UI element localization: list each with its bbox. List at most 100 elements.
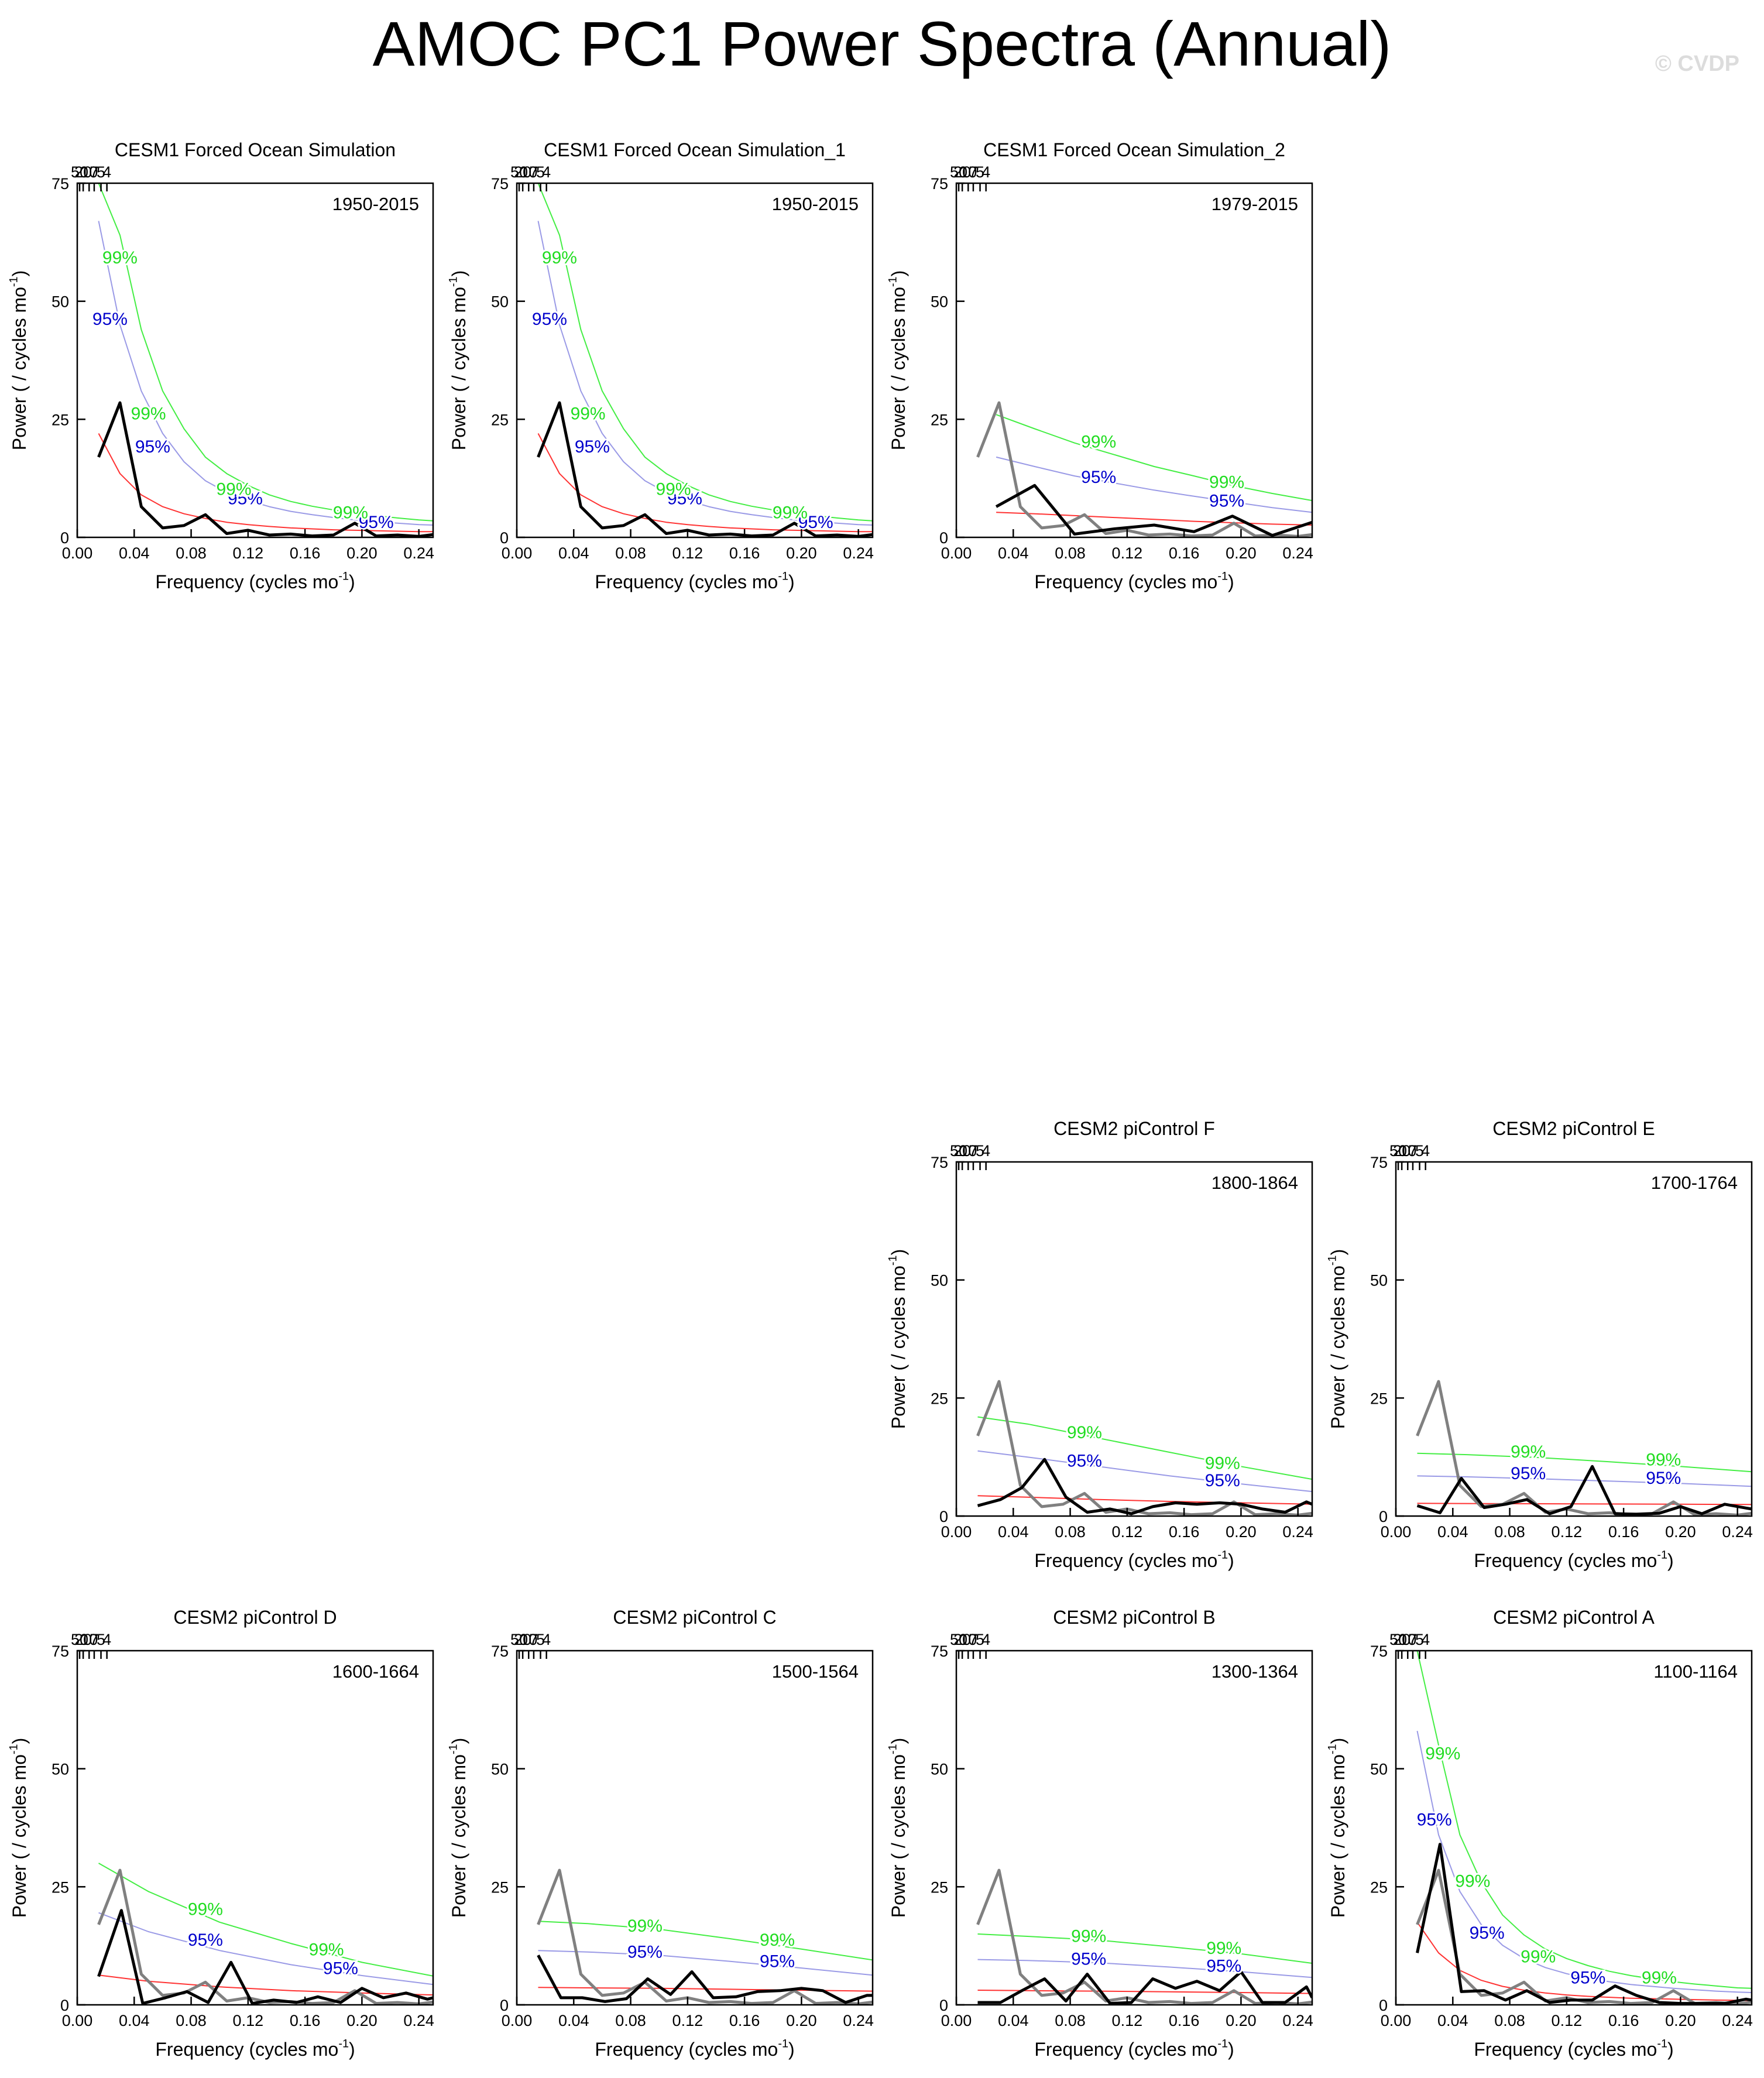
spectrum-panel: 95%95%95%95%99%99%99%99%0.00 0.04 0.08 0.12…: [447, 139, 874, 592]
period-tick-label: 20: [74, 1631, 92, 1648]
period-tick-label: 50: [510, 163, 528, 181]
period-tick-label: 10: [959, 1631, 977, 1648]
x-tick-label: 0.24: [403, 544, 434, 562]
x-tick-label: 0.20: [346, 544, 377, 562]
x-tick-label: 0.16: [729, 2012, 760, 2029]
panel-title: CESM2 piControl A: [1493, 1607, 1655, 1628]
panel-title: CESM2 piControl D: [173, 1607, 337, 1628]
x-tick-label: 0.08: [176, 544, 207, 562]
x-axis-label: Frequency (cycles mo-1): [1474, 2038, 1673, 2060]
x-tick-label: 0.20: [1226, 2012, 1257, 2029]
y-tick-label: 25: [1370, 1390, 1388, 1407]
panel-title: CESM1 Forced Ocean Simulation: [115, 139, 396, 160]
period-tick-label: 7: [90, 163, 98, 181]
label-95: 95%: [532, 310, 567, 329]
period-tick-label: 50: [1389, 1142, 1407, 1160]
x-axis-label: Frequency (cycles mo-1): [1474, 1549, 1673, 1571]
y-tick-label: 50: [491, 1761, 509, 1778]
x-tick-label: 0.12: [672, 544, 703, 562]
plot-frame: [955, 1650, 1313, 2006]
period-tick-label: 7: [529, 1631, 538, 1648]
period-label: 1700-1764: [1651, 1172, 1738, 1193]
power-line: [97, 1909, 433, 2005]
obs-line: [97, 1868, 433, 2005]
x-tick-label: 0.12: [1112, 2012, 1143, 2029]
x-tick-label: 0.00: [941, 1523, 972, 1541]
y-tick-label: 25: [52, 411, 69, 428]
label-99: 99%: [1642, 1969, 1677, 1988]
period-tick-label: 20: [953, 1142, 971, 1160]
label-95: 95%: [228, 489, 263, 509]
x-axis-label: Frequency (cycles mo-1): [1034, 1549, 1234, 1571]
label-95: 95%: [575, 437, 610, 457]
y-axis-label: Power ( / cycles mo-1): [887, 1738, 909, 1918]
period-label: 1950-2015: [772, 194, 859, 214]
label-99: 99%: [131, 404, 166, 423]
ci99-line: [977, 1416, 1312, 1480]
period-tick-label: 5: [536, 163, 545, 181]
label-95: 95%: [1646, 1469, 1681, 1488]
label-95: 95%: [359, 513, 394, 532]
x-tick-label: 0.24: [1282, 1523, 1313, 1541]
label-95: 95%: [1081, 468, 1116, 487]
x-tick-label: 0.08: [1055, 1523, 1086, 1541]
label-95: 95%: [1205, 1471, 1240, 1490]
ci95-line: [98, 221, 433, 526]
period-tick-label: 20: [74, 163, 92, 181]
period-tick-label: 5: [976, 163, 984, 181]
y-tick-label: 0: [1379, 1508, 1388, 1525]
label-99: 99%: [773, 503, 808, 523]
period-tick-label: 7: [1408, 1631, 1417, 1648]
x-tick-label: 0.20: [786, 544, 817, 562]
period-tick-label: 5: [1415, 1631, 1424, 1648]
period-label: 1600-1664: [332, 1661, 419, 1682]
y-tick-label: 50: [931, 1272, 948, 1290]
x-tick-label: 0.04: [119, 2012, 150, 2029]
period-tick-label: 10: [1399, 1631, 1416, 1648]
period-tick-label: 50: [71, 163, 88, 181]
obs-line: [537, 1868, 873, 2005]
period-tick-label: 4: [981, 1142, 990, 1160]
period-tick-label: 20: [953, 1631, 971, 1648]
label-99: 99%: [188, 1900, 223, 1919]
period-tick-label: 4: [981, 1631, 990, 1648]
series-group: [1416, 1651, 1752, 2005]
x-tick-label: 0.04: [998, 1523, 1029, 1541]
period-tick-label: 10: [80, 1631, 98, 1648]
label-95: 95%: [1470, 1923, 1505, 1943]
x-tick-label: 0.12: [1112, 1523, 1143, 1541]
label-95: 95%: [1209, 492, 1244, 511]
panel-title: CESM1 Forced Ocean Simulation_2: [983, 139, 1285, 160]
period-tick-label: 50: [950, 163, 967, 181]
series-group: [97, 183, 433, 537]
x-tick-label: 0.12: [233, 544, 264, 562]
period-tick-label: 5: [97, 163, 105, 181]
spectrum-panel: 95% 95% 99% 99% 0.00 0.04 0.08 0.12 0.16 0.20 0.24…: [447, 1607, 874, 2060]
label-95: 95%: [1417, 1810, 1452, 1829]
label-99: 99%: [216, 479, 251, 499]
x-tick-label: 0.04: [558, 2012, 589, 2029]
y-axis-label: Power ( / cycles mo-1): [8, 270, 30, 450]
y-axis-label: Power ( / cycles mo-1): [447, 270, 469, 450]
panel-title: CESM1 Forced Ocean Simulation_1: [544, 139, 846, 160]
y-axis-label: Power ( / cycles mo-1): [1326, 1249, 1348, 1429]
label-99: 99%: [1206, 1939, 1241, 1958]
x-axis-label: Frequency (cycles mo-1): [595, 2038, 794, 2060]
x-tick-label: 0.00: [62, 544, 93, 562]
ci95-line: [996, 456, 1312, 513]
label-99: 99%: [333, 503, 368, 523]
x-tick-label: 0.04: [1437, 2012, 1468, 2029]
x-tick-label: 0.16: [1608, 1523, 1639, 1541]
y-tick-label: 50: [491, 293, 509, 311]
label-99: 99%: [656, 479, 691, 499]
obs-line: [976, 1868, 1312, 2005]
label-99: 99%: [1455, 1871, 1490, 1891]
x-tick-label: 0.00: [62, 2012, 93, 2029]
x-tick-label: 0.24: [1722, 1523, 1753, 1541]
obs-line: [976, 1380, 1312, 1516]
period-tick-label: 10: [959, 163, 977, 181]
ci99-line: [1417, 1452, 1752, 1473]
red-noise-line: [977, 1495, 1312, 1505]
period-tick-label: 50: [1389, 1631, 1407, 1648]
